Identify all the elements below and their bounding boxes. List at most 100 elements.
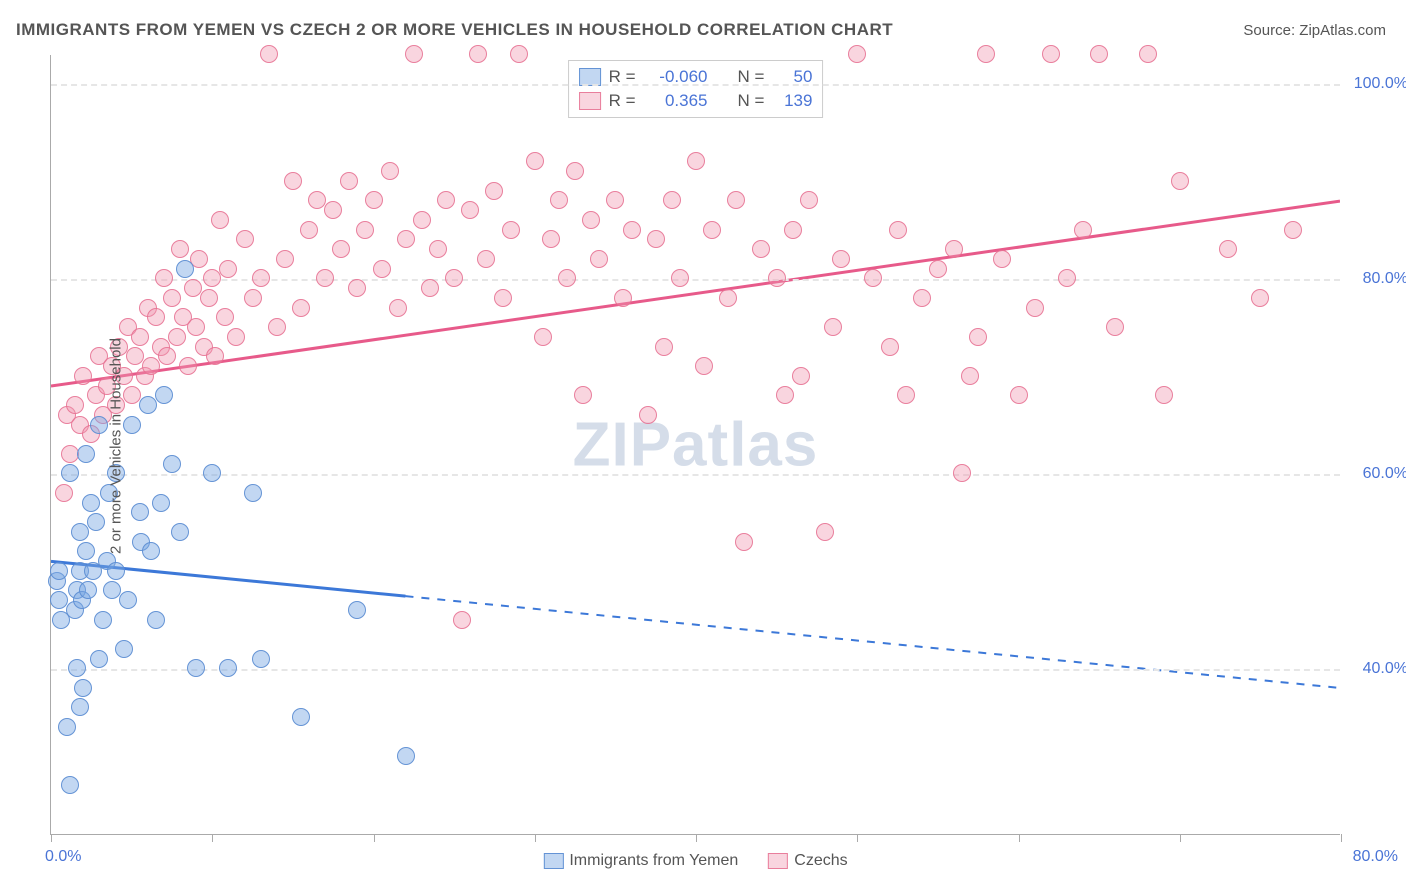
x-tick bbox=[51, 834, 52, 842]
scatter-point bbox=[929, 260, 947, 278]
scatter-point bbox=[502, 221, 520, 239]
scatter-point bbox=[993, 250, 1011, 268]
scatter-point bbox=[381, 162, 399, 180]
scatter-point bbox=[300, 221, 318, 239]
scatter-point bbox=[58, 718, 76, 736]
scatter-point bbox=[413, 211, 431, 229]
scatter-point bbox=[671, 269, 689, 287]
scatter-point bbox=[566, 162, 584, 180]
scatter-point bbox=[1090, 45, 1108, 63]
legend-correlation: R = -0.060 N = 50 R = 0.365 N = 139 bbox=[568, 60, 824, 118]
r-value-b: 0.365 bbox=[644, 89, 708, 113]
y-tick-label: 80.0% bbox=[1363, 270, 1406, 288]
scatter-point bbox=[211, 211, 229, 229]
scatter-point bbox=[292, 708, 310, 726]
scatter-point bbox=[260, 45, 278, 63]
watermark: ZIPatlas bbox=[573, 409, 819, 480]
scatter-point bbox=[784, 221, 802, 239]
scatter-point bbox=[1010, 386, 1028, 404]
x-tick bbox=[1019, 834, 1020, 842]
scatter-point bbox=[800, 191, 818, 209]
x-tick bbox=[1341, 834, 1342, 842]
trend-line-dashed bbox=[405, 596, 1340, 688]
n-value-b: 139 bbox=[772, 89, 812, 113]
scatter-point bbox=[953, 464, 971, 482]
legend-row-series-b: R = 0.365 N = 139 bbox=[579, 89, 813, 113]
scatter-point bbox=[147, 611, 165, 629]
swatch-series-b bbox=[579, 92, 601, 110]
scatter-point bbox=[348, 601, 366, 619]
y-axis-label: 2 or more Vehicles in Household bbox=[107, 338, 124, 554]
scatter-point bbox=[227, 328, 245, 346]
scatter-point bbox=[719, 289, 737, 307]
scatter-point bbox=[292, 299, 310, 317]
scatter-point bbox=[1171, 172, 1189, 190]
chart-title: IMMIGRANTS FROM YEMEN VS CZECH 2 OR MORE… bbox=[16, 20, 893, 40]
scatter-point bbox=[203, 464, 221, 482]
x-tick bbox=[212, 834, 213, 842]
x-tick bbox=[374, 834, 375, 842]
scatter-point bbox=[324, 201, 342, 219]
scatter-point bbox=[219, 260, 237, 278]
scatter-point bbox=[115, 640, 133, 658]
scatter-point bbox=[832, 250, 850, 268]
scatter-point bbox=[103, 581, 121, 599]
scatter-point bbox=[77, 445, 95, 463]
trend-lines bbox=[51, 55, 1340, 834]
scatter-point bbox=[1284, 221, 1302, 239]
gridline bbox=[51, 474, 1340, 476]
scatter-point bbox=[126, 347, 144, 365]
scatter-point bbox=[889, 221, 907, 239]
scatter-point bbox=[510, 45, 528, 63]
scatter-point bbox=[187, 659, 205, 677]
scatter-point bbox=[119, 591, 137, 609]
source-label: Source: ZipAtlas.com bbox=[1243, 22, 1386, 39]
scatter-point bbox=[252, 269, 270, 287]
scatter-point bbox=[945, 240, 963, 258]
scatter-point bbox=[768, 269, 786, 287]
scatter-point bbox=[494, 289, 512, 307]
x-tick bbox=[857, 834, 858, 842]
scatter-point bbox=[61, 464, 79, 482]
scatter-point bbox=[397, 230, 415, 248]
scatter-point bbox=[244, 484, 262, 502]
scatter-point bbox=[606, 191, 624, 209]
scatter-point bbox=[534, 328, 552, 346]
scatter-point bbox=[155, 269, 173, 287]
scatter-point bbox=[397, 747, 415, 765]
scatter-point bbox=[703, 221, 721, 239]
scatter-point bbox=[550, 191, 568, 209]
scatter-point bbox=[252, 650, 270, 668]
scatter-point bbox=[107, 562, 125, 580]
scatter-point bbox=[558, 269, 576, 287]
scatter-point bbox=[171, 240, 189, 258]
scatter-point bbox=[184, 279, 202, 297]
scatter-point bbox=[77, 542, 95, 560]
scatter-point bbox=[244, 289, 262, 307]
scatter-point bbox=[727, 191, 745, 209]
scatter-point bbox=[461, 201, 479, 219]
scatter-point bbox=[792, 367, 810, 385]
x-tick bbox=[696, 834, 697, 842]
scatter-point bbox=[147, 308, 165, 326]
y-tick-label: 100.0% bbox=[1354, 75, 1406, 93]
scatter-point bbox=[735, 533, 753, 551]
scatter-point bbox=[74, 367, 92, 385]
plot-area: ZIPatlas R = -0.060 N = 50 R = 0.365 N =… bbox=[50, 55, 1340, 835]
x-tick-label-right: 80.0% bbox=[1353, 848, 1398, 866]
scatter-point bbox=[881, 338, 899, 356]
scatter-point bbox=[71, 523, 89, 541]
scatter-point bbox=[469, 45, 487, 63]
scatter-point bbox=[74, 679, 92, 697]
scatter-point bbox=[219, 659, 237, 677]
scatter-point bbox=[816, 523, 834, 541]
scatter-point bbox=[179, 357, 197, 375]
y-tick-label: 60.0% bbox=[1363, 465, 1406, 483]
scatter-point bbox=[82, 494, 100, 512]
scatter-point bbox=[453, 611, 471, 629]
scatter-point bbox=[155, 386, 173, 404]
scatter-point bbox=[961, 367, 979, 385]
scatter-point bbox=[365, 191, 383, 209]
scatter-point bbox=[695, 357, 713, 375]
scatter-point bbox=[405, 45, 423, 63]
